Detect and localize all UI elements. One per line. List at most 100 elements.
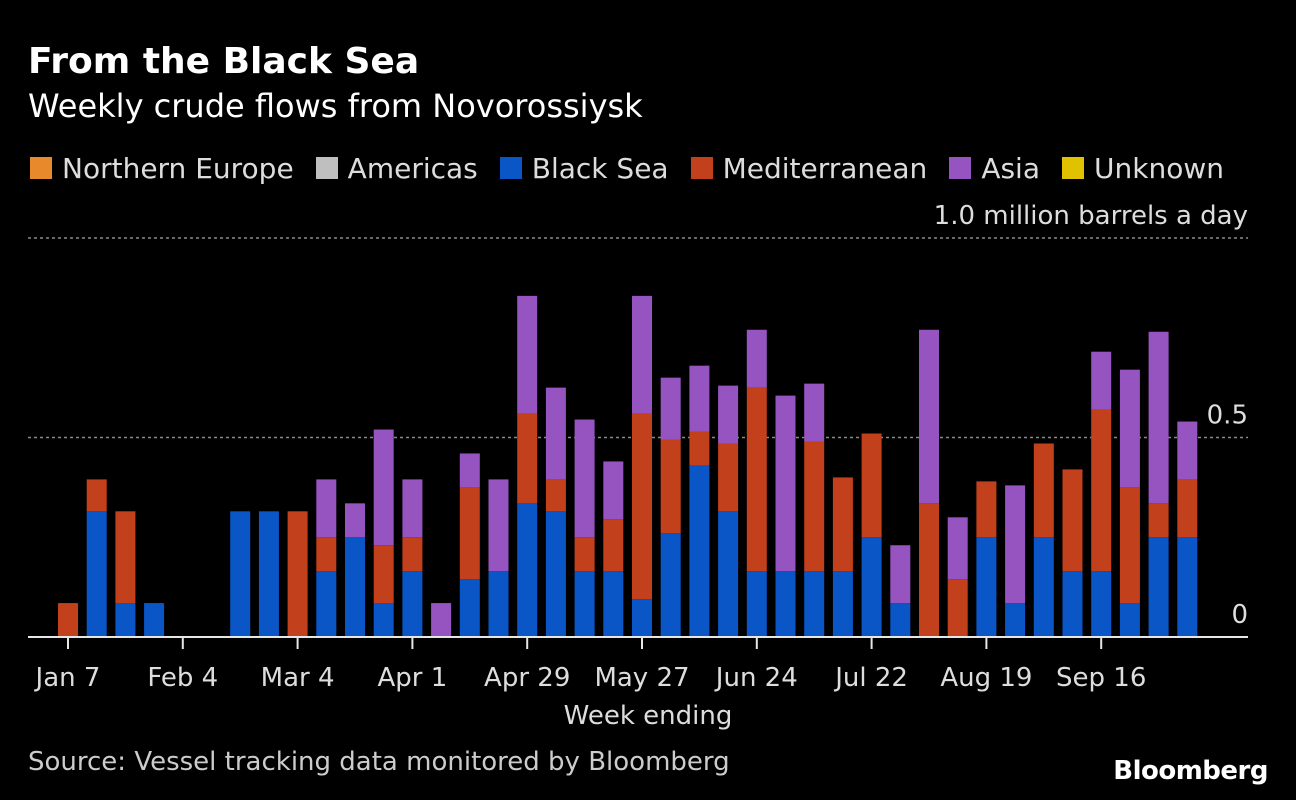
y-tick-label: 1.0 million barrels a day (934, 201, 1248, 231)
bar-segment (1148, 503, 1169, 538)
bar-segment (373, 545, 394, 604)
x-tick-label: Apr 1 (378, 663, 448, 693)
bar-segment (1148, 537, 1169, 637)
bar-segment (1119, 487, 1140, 604)
bloomberg-logo: Bloomberg (1113, 756, 1268, 786)
bar-segment (660, 377, 681, 440)
bar-segment (574, 537, 595, 572)
x-tick-label: May 27 (594, 663, 689, 693)
bar-segment (832, 477, 853, 572)
gridlines (28, 237, 1248, 439)
bar-segment (144, 603, 165, 637)
bar-segment (660, 533, 681, 637)
bar-segment (832, 571, 853, 637)
chart-title: From the Black Sea (28, 41, 420, 82)
bar-segment (287, 511, 308, 637)
bar-segment (86, 479, 107, 512)
bar-segment (976, 481, 997, 538)
chart-legend: Northern Europe Americas Black Sea Medit… (30, 148, 1246, 188)
bar-segment (746, 329, 767, 388)
bar-segment (718, 385, 739, 444)
bar-segment (804, 383, 825, 442)
bar-segment (316, 537, 337, 572)
bar-segment (115, 511, 136, 604)
x-tick-label: Sep 16 (1056, 663, 1146, 693)
bar-segment (373, 429, 394, 546)
bar-segment (919, 329, 939, 504)
bar-segment (603, 519, 624, 572)
legend-label: Northern Europe (62, 151, 294, 185)
bar-segment (775, 395, 796, 572)
bar-segment (345, 537, 365, 637)
bar-segment (373, 603, 394, 637)
bar-segment (919, 503, 939, 637)
legend-item-black-sea: Black Sea (499, 151, 669, 185)
bar-segment (976, 537, 997, 637)
bar-segment (459, 487, 480, 580)
bar-segment (115, 603, 136, 637)
y-tick-label: 0.5 (1207, 401, 1248, 431)
bar-segment (1005, 603, 1026, 637)
bar-segment (689, 465, 710, 637)
legend-label: Mediterranean (722, 151, 928, 185)
bar-segment (689, 365, 710, 432)
bar-segment (402, 537, 423, 572)
bar-segment (488, 479, 509, 572)
x-tick-label: Aug 19 (940, 663, 1032, 693)
legend-label: Americas (347, 151, 478, 185)
bar-segment (58, 603, 78, 637)
bar-segment (402, 479, 423, 538)
chart-subtitle: Weekly crude flows from Novorossiysk (28, 87, 643, 125)
bar-segment (459, 453, 480, 488)
bar-segment (545, 387, 566, 480)
axis-labels: 0 0.5 1.0 million barrels a day Jan 7 Feb 4 M… (34, 201, 1248, 731)
x-axis-title: Week ending (564, 701, 733, 731)
bar-segment (632, 599, 652, 637)
bar-segment (1062, 469, 1083, 572)
legend-swatch (949, 157, 972, 179)
bar-segment (488, 571, 509, 637)
bar-segment (632, 413, 652, 600)
x-tick-label: Jan 7 (34, 663, 101, 693)
legend-swatch (315, 157, 338, 179)
bar-segment (861, 433, 882, 538)
bar-segment (746, 571, 767, 637)
bar-segment (1005, 485, 1026, 604)
bar-segment (574, 419, 595, 538)
source-note: Source: Vessel tracking data monitored b… (28, 747, 730, 777)
bar-segment (1091, 409, 1112, 572)
bar-segment (517, 295, 538, 414)
bar-segment (890, 545, 911, 604)
bar-segment (230, 511, 251, 637)
bar-segment (804, 441, 825, 572)
bar-segment (1119, 603, 1140, 637)
legend-item-mediterranean: Mediterranean (690, 151, 928, 185)
legend-label: Unknown (1094, 151, 1224, 185)
legend-swatch (499, 157, 522, 179)
bar-segment (890, 603, 911, 637)
bar-segment (1033, 537, 1054, 637)
x-tick-label: Apr 29 (484, 663, 570, 693)
bar-segment (517, 413, 538, 504)
bar-segment (316, 479, 337, 538)
legend-item-americas: Americas (315, 151, 478, 185)
bar-segment (660, 439, 681, 534)
bar-segment (1148, 331, 1169, 504)
bar-segment (1062, 571, 1083, 637)
bar-segment (517, 503, 538, 637)
bar-segment (574, 571, 595, 637)
legend-label: Asia (981, 151, 1040, 185)
bar-segment (1033, 443, 1054, 538)
bar-segment (459, 579, 480, 637)
bar-segment (1177, 479, 1198, 538)
bar-segment (1119, 369, 1140, 488)
y-tick-label: 0 (1231, 600, 1248, 630)
bar-segment (545, 479, 566, 512)
bar-segment (86, 511, 107, 637)
bar-segment (861, 537, 882, 637)
x-tick-label: Jun 24 (714, 663, 798, 693)
legend-swatch (1062, 157, 1084, 179)
bar-segment (718, 511, 739, 637)
legend-label: Black Sea (531, 151, 669, 185)
